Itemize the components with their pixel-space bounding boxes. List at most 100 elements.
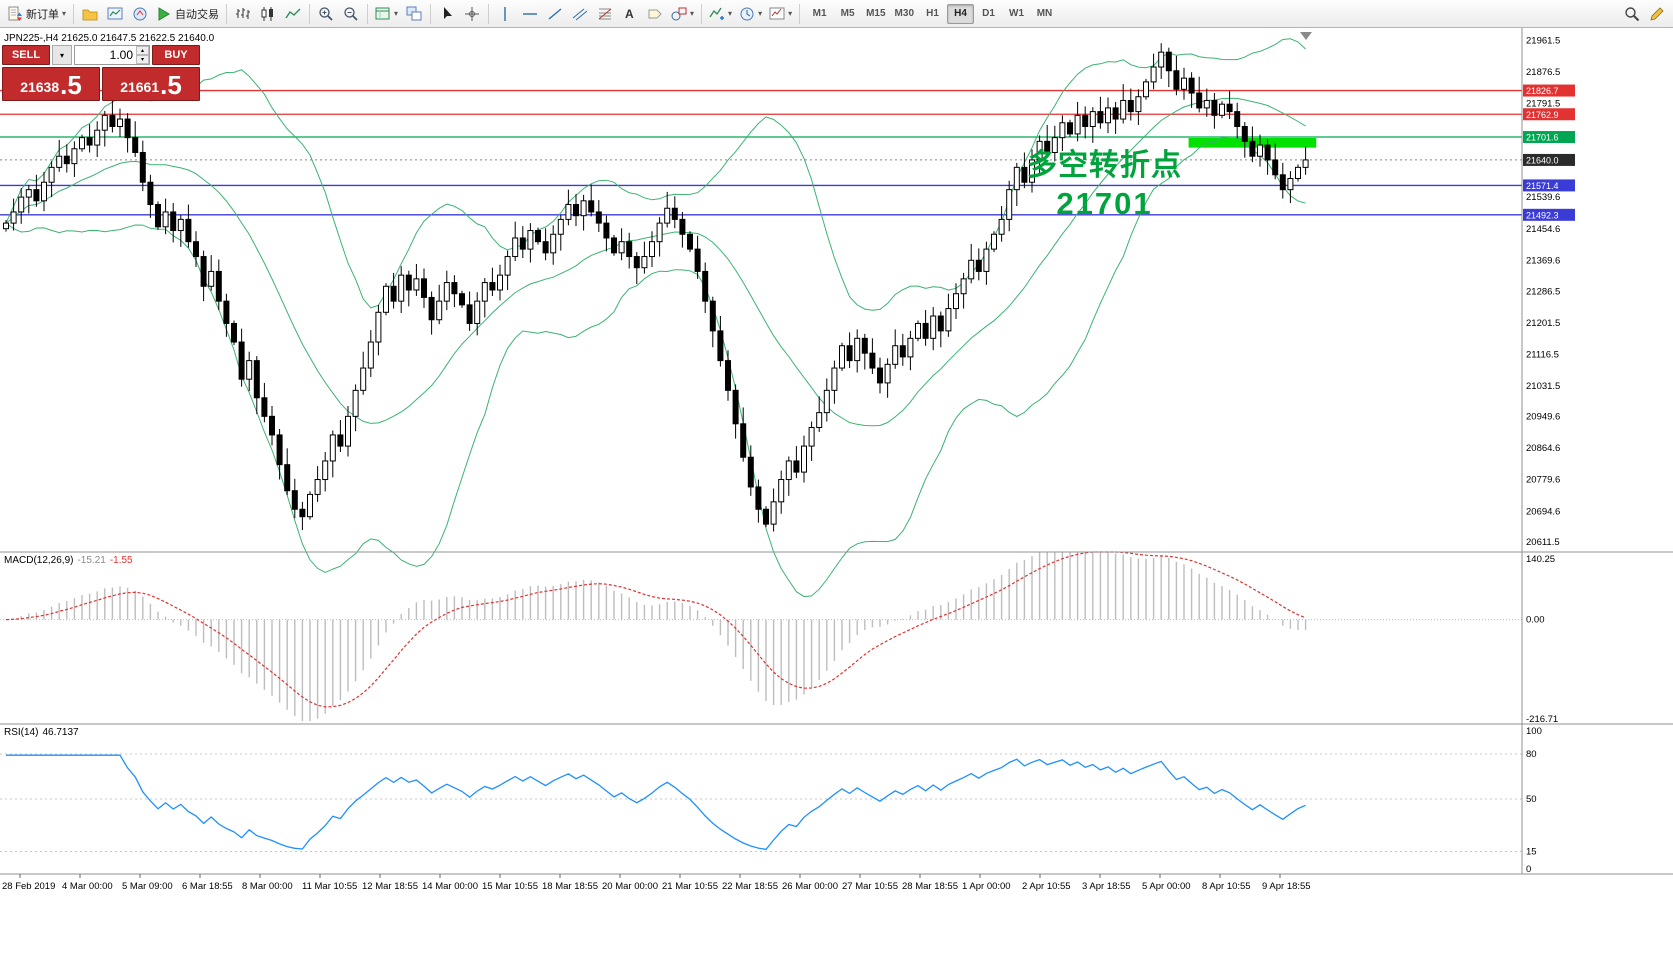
periods-button[interactable]: ▾ xyxy=(736,3,765,25)
timeframe-w1-button[interactable]: W1 xyxy=(1003,4,1030,24)
buy-button[interactable]: BUY xyxy=(152,45,200,65)
periods-icon xyxy=(739,6,755,22)
shapes-button[interactable]: ▾ xyxy=(668,3,697,25)
volume-decrease-button[interactable]: ▾ xyxy=(136,55,149,64)
time-axis-label: 1 Apr 00:00 xyxy=(962,881,1011,892)
timeframe-m5-button[interactable]: M5 xyxy=(834,4,861,24)
new-order-button[interactable]: 新订单 ▾ xyxy=(4,3,69,25)
zoom-out-button[interactable] xyxy=(339,3,363,25)
chart-area[interactable]: 21961.5 21876.5 21791.5 21539.6 21454.6 21369… xyxy=(0,28,1673,956)
time-axis-label: 14 Mar 00:00 xyxy=(422,881,478,892)
zoom-out-icon xyxy=(343,6,359,22)
time-axis[interactable] xyxy=(0,874,1673,956)
timeframe-m30-button[interactable]: M30 xyxy=(891,4,918,24)
channel-button[interactable] xyxy=(568,3,592,25)
time-axis-label: 8 Apr 10:55 xyxy=(1202,881,1251,892)
price-badge-21492.3 xyxy=(1523,208,1575,221)
time-axis-label: 28 Mar 18:55 xyxy=(902,881,958,892)
macd-axis-label: -216.71 xyxy=(1526,714,1558,725)
price-axis-label: 21286.5 xyxy=(1526,286,1560,297)
rsi-axis-label: 100 xyxy=(1526,726,1542,737)
volume-increase-button[interactable]: ▴ xyxy=(136,46,149,55)
auto-trading-label: 自动交易 xyxy=(175,8,220,21)
sell-price: 21638 xyxy=(20,79,60,95)
crosshair-icon xyxy=(464,6,480,22)
time-axis-label: 5 Mar 09:00 xyxy=(122,881,173,892)
price-axis-label: 21116.5 xyxy=(1526,349,1559,360)
vline-icon xyxy=(497,6,513,22)
rsi-label: RSI(14) 46.7137 xyxy=(4,727,79,738)
edit-button[interactable] xyxy=(1645,3,1669,25)
trendline-icon xyxy=(547,6,563,22)
timeframe-mn-button[interactable]: MN xyxy=(1031,4,1058,24)
macd-signal-line xyxy=(5,551,1306,708)
timeframe-m1-button[interactable]: M1 xyxy=(806,4,833,24)
timeframe-d1-button[interactable]: D1 xyxy=(975,4,1002,24)
label-icon xyxy=(647,6,663,22)
macd-main-value: -15.21 xyxy=(77,555,106,566)
market-watch-button[interactable] xyxy=(128,3,152,25)
sell-price-fraction: .5 xyxy=(60,70,82,100)
fibonacci-button[interactable] xyxy=(593,3,617,25)
rsi-axis-label: 15 xyxy=(1526,847,1537,858)
search-icon xyxy=(1624,6,1640,22)
hline-button[interactable] xyxy=(518,3,542,25)
new-chart-button[interactable]: ▾ xyxy=(372,3,401,25)
chevron-down-icon: ▾ xyxy=(394,9,399,18)
chart-window-button[interactable] xyxy=(103,3,127,25)
templates-icon xyxy=(769,6,785,22)
fibonacci-icon xyxy=(597,6,613,22)
indicators-button[interactable]: ▾ xyxy=(706,3,735,25)
price-badge-label: 21492.3 xyxy=(1526,210,1559,220)
label-button[interactable] xyxy=(643,3,667,25)
zoom-in-button[interactable] xyxy=(314,3,338,25)
price-axis-label: 21876.5 xyxy=(1526,67,1560,78)
buy-price-panel[interactable]: 21661.5 xyxy=(102,67,200,101)
rsi-line xyxy=(6,754,1306,851)
time-axis-label: 18 Mar 18:55 xyxy=(542,881,598,892)
sell-button[interactable]: SELL xyxy=(2,45,50,65)
crosshair-button[interactable] xyxy=(460,3,484,25)
chart-line-button[interactable] xyxy=(281,3,305,25)
search-button[interactable] xyxy=(1620,3,1644,25)
templates-button[interactable]: ▾ xyxy=(766,3,795,25)
svg-text:A: A xyxy=(625,7,634,21)
profiles-button[interactable] xyxy=(78,3,102,25)
timeframe-h4-button[interactable]: H4 xyxy=(947,3,974,24)
cursor-button[interactable] xyxy=(435,3,459,25)
tile-windows-button[interactable] xyxy=(402,3,426,25)
timeframe-h1-button[interactable]: H1 xyxy=(919,4,946,24)
volume-options-button[interactable]: ▾ xyxy=(52,45,72,65)
price-axis-label: 20864.6 xyxy=(1526,443,1560,454)
sell-price-panel[interactable]: 21638.5 xyxy=(2,67,100,101)
bollinger-bands xyxy=(5,38,1306,598)
chart-canvas[interactable]: 21961.5 21876.5 21791.5 21539.6 21454.6 21369… xyxy=(0,28,1673,956)
trendline-button[interactable] xyxy=(543,3,567,25)
toolbar: 新订单 ▾ 自动交易 ▾ A ▾ ▾ ▾ ▾ M1 M5 M15 M30 H1 H4 D1 W1 MN xyxy=(0,0,1673,28)
profiles-icon xyxy=(82,6,98,22)
timeframe-m15-button[interactable]: M15 xyxy=(862,4,889,24)
price-axis-label: 21201.5 xyxy=(1526,318,1560,329)
volume-value[interactable]: 1.00 xyxy=(109,48,133,62)
toolbar-separator xyxy=(701,3,703,24)
time-axis-label: 28 Feb 2019 xyxy=(2,881,55,892)
price-badge-label: 21640.0 xyxy=(1526,155,1559,165)
buy-price: 21661 xyxy=(120,79,160,95)
time-axis-label: 8 Mar 00:00 xyxy=(242,881,293,892)
chart-shift-marker[interactable] xyxy=(1300,32,1312,40)
price-axis[interactable] xyxy=(1522,28,1673,874)
chart-bars-button[interactable] xyxy=(231,3,255,25)
rsi-axis-label: 80 xyxy=(1526,749,1537,760)
toolbar-separator xyxy=(799,3,801,24)
text-button[interactable]: A xyxy=(618,3,642,25)
chevron-down-icon: ▾ xyxy=(59,50,64,60)
chart-candles-button[interactable] xyxy=(256,3,280,25)
auto-trading-button[interactable]: 自动交易 xyxy=(153,3,222,25)
chevron-down-icon: ▾ xyxy=(690,9,695,18)
tile-windows-icon xyxy=(406,6,422,22)
toolbar-separator xyxy=(73,3,75,24)
vline-button[interactable] xyxy=(493,3,517,25)
volume-field[interactable]: 1.00 ▴ ▾ xyxy=(74,45,150,65)
toolbar-separator xyxy=(367,3,369,24)
time-axis-label: 5 Apr 00:00 xyxy=(1142,881,1191,892)
